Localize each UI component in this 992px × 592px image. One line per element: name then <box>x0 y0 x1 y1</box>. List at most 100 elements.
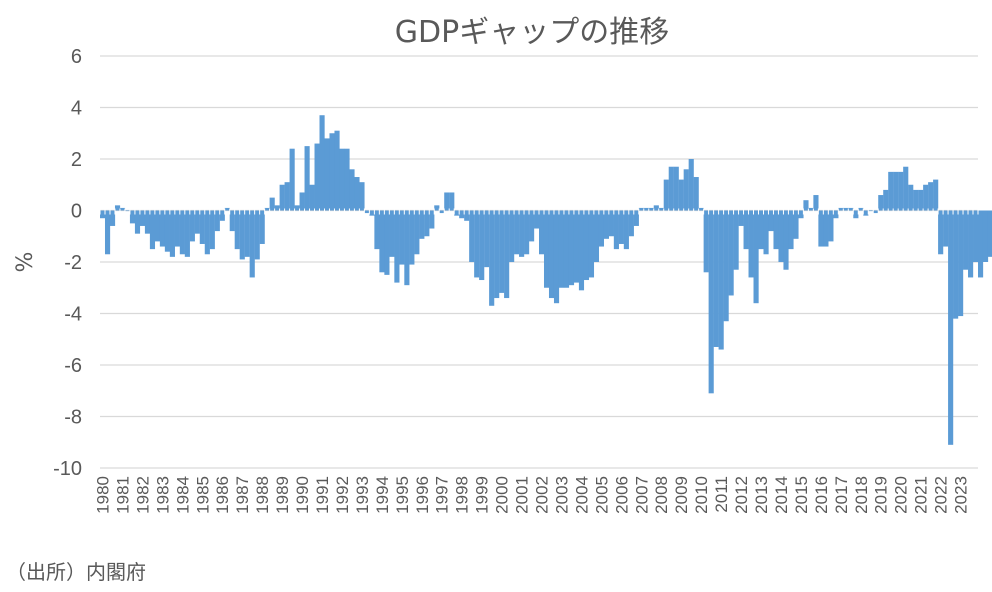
bar <box>603 210 609 239</box>
bar <box>509 210 515 262</box>
bar <box>139 210 146 226</box>
bar <box>100 210 106 219</box>
bar <box>968 210 974 278</box>
bar <box>119 207 126 211</box>
bar <box>474 210 480 278</box>
x-tick-label: 2007 <box>632 476 651 514</box>
bar <box>648 207 654 211</box>
x-tick-label: 1988 <box>253 476 272 514</box>
x-tick-label: 1992 <box>333 476 352 514</box>
bar <box>903 166 909 211</box>
bar <box>459 210 465 219</box>
x-tick-label: 1993 <box>353 476 372 514</box>
bar <box>803 200 809 211</box>
bar <box>828 210 834 242</box>
bar <box>733 210 739 270</box>
bar <box>489 210 495 306</box>
bar <box>788 210 794 250</box>
x-tick-label: 1997 <box>433 476 452 514</box>
bar <box>484 210 490 268</box>
bar <box>848 207 854 211</box>
x-tick-label: 2018 <box>852 476 871 514</box>
bar <box>818 210 824 247</box>
bar <box>633 210 639 226</box>
bar <box>464 210 470 221</box>
chart-title: GDPギャップの推移 <box>395 15 669 50</box>
bar <box>104 210 111 255</box>
bar <box>908 184 914 211</box>
bar <box>548 210 555 299</box>
bar <box>279 184 285 211</box>
x-tick-label: 1980 <box>93 476 112 514</box>
bar <box>698 207 704 211</box>
bar <box>199 210 205 244</box>
bar <box>209 210 215 250</box>
bar <box>219 210 225 221</box>
bar <box>638 207 644 211</box>
bar <box>573 210 580 283</box>
bar <box>938 210 944 255</box>
bar <box>479 210 485 281</box>
bar <box>658 207 664 211</box>
x-tick-label: 1999 <box>473 476 492 514</box>
bar <box>578 210 585 291</box>
bar <box>529 210 535 242</box>
bar <box>164 210 170 252</box>
bar <box>424 210 430 237</box>
bar <box>149 210 156 250</box>
bar <box>244 210 250 257</box>
bar <box>987 210 992 257</box>
x-tick-label: 2017 <box>832 476 851 514</box>
bar <box>399 210 405 265</box>
bar <box>384 210 390 275</box>
bar <box>379 210 385 273</box>
y-tick-label: -4 <box>64 304 82 326</box>
y-tick-label: -10 <box>53 458 82 480</box>
bar <box>853 210 859 219</box>
bar <box>743 210 749 250</box>
bar <box>773 210 779 250</box>
x-tick-label: 2006 <box>612 476 631 514</box>
bar <box>394 210 400 283</box>
bar <box>129 210 136 224</box>
y-tick-labels: 6 4 2 0 -2 -4 -6 -8 -10 <box>53 46 82 480</box>
x-tick-label: 1994 <box>373 476 392 514</box>
bar <box>194 210 200 234</box>
y-tick-label: -2 <box>64 252 82 274</box>
bar <box>748 210 754 278</box>
source-note: （出所）内閣府 <box>6 560 146 584</box>
bar <box>813 195 819 211</box>
x-tick-label: 2016 <box>812 476 831 514</box>
bar <box>558 210 565 288</box>
bar <box>858 207 864 211</box>
bar <box>179 210 185 255</box>
bar <box>973 210 979 262</box>
bar <box>154 210 161 242</box>
bar <box>978 210 984 278</box>
bar <box>364 210 370 214</box>
bar <box>259 210 265 244</box>
bar <box>494 210 500 299</box>
bar <box>409 210 415 265</box>
bar <box>144 210 151 234</box>
bar <box>514 210 520 255</box>
bar <box>434 205 440 211</box>
bar <box>763 210 769 255</box>
x-tick-label: 2003 <box>552 476 571 514</box>
bar <box>623 210 629 250</box>
y-tick-label: 0 <box>71 201 82 223</box>
bar <box>184 210 190 257</box>
x-tick-label: 2020 <box>892 476 911 514</box>
bar <box>833 210 839 219</box>
bar <box>843 207 849 211</box>
bar <box>608 210 614 237</box>
bar <box>404 210 410 286</box>
bar <box>598 210 605 247</box>
y-tick-label: 4 <box>71 98 82 120</box>
bar <box>613 210 619 250</box>
bar <box>823 210 829 247</box>
x-tick-label: 1985 <box>193 476 212 514</box>
bar <box>414 210 420 255</box>
bar <box>723 210 729 322</box>
bar <box>264 207 270 211</box>
